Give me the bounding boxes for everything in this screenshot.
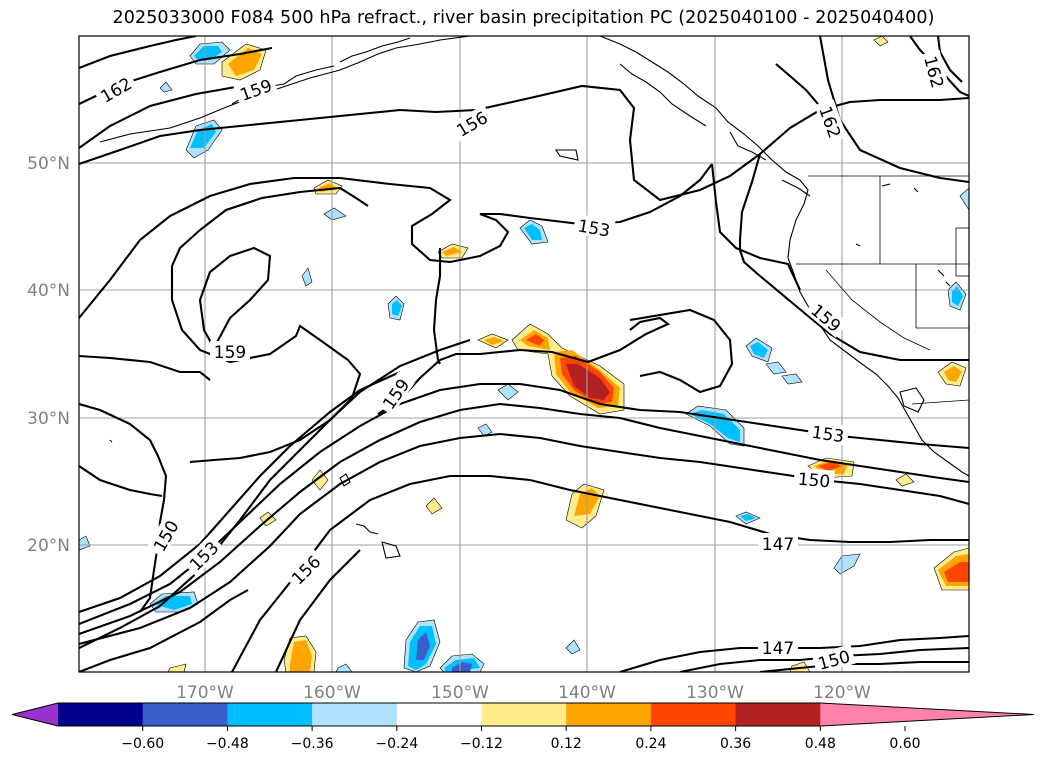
colorbar-extend-left bbox=[12, 703, 58, 726]
lon-label: 150°W bbox=[431, 683, 489, 703]
colorbar-tick-label: −0.36 bbox=[291, 736, 334, 752]
contour-labels: 162 159 156 153 159 159 159 162 162 153 … bbox=[93, 49, 950, 672]
colorbar-tick-label: 0.36 bbox=[720, 736, 751, 752]
colorbar-tick-label: −0.24 bbox=[375, 736, 418, 752]
state-borders bbox=[796, 175, 969, 405]
colorbar-tick-label: −0.60 bbox=[121, 736, 164, 752]
colorbar-extend-right bbox=[820, 703, 1034, 726]
map-frame bbox=[78, 35, 970, 673]
lon-label: 160°W bbox=[303, 683, 361, 703]
contour-label-153: 153 bbox=[810, 423, 845, 447]
lat-label: 20°N bbox=[27, 536, 70, 556]
lon-label: 120°W bbox=[813, 683, 871, 703]
colorbar-segment bbox=[142, 703, 228, 726]
colorbar-tick-label: 0.24 bbox=[635, 736, 666, 752]
lat-label: 40°N bbox=[27, 281, 70, 301]
colorbar-tick-label: 0.12 bbox=[551, 736, 582, 752]
colorbar: −0.60 −0.48 −0.36 −0.24 −0.12 0.12 0.24 0.36 0.4… bbox=[11, 702, 1035, 752]
contour-label-150: 150 bbox=[797, 470, 831, 493]
lon-label: 140°W bbox=[558, 683, 616, 703]
contour-label-159: 159 bbox=[214, 343, 246, 363]
colorbar-segment bbox=[396, 703, 482, 726]
gridlines bbox=[79, 36, 969, 672]
colorbar-segment bbox=[735, 703, 821, 726]
lon-label: 170°W bbox=[176, 683, 234, 703]
colorbar-tick-label: −0.12 bbox=[460, 736, 503, 752]
colorbar-segment bbox=[566, 703, 652, 726]
colorbar-tick-label: −0.48 bbox=[206, 736, 249, 752]
colorbar-tick-label: 0.60 bbox=[889, 736, 920, 752]
contour-label-147: 147 bbox=[762, 639, 794, 659]
longitude-labels: 170°W 160°W 150°W 140°W 130°W 120°W bbox=[176, 683, 871, 703]
latitude-labels: 50°N 40°N 30°N 20°N bbox=[27, 154, 70, 556]
colorbar-segment bbox=[58, 703, 144, 726]
colorbar-outline bbox=[11, 702, 1035, 727]
colorbar-segment bbox=[481, 703, 567, 726]
contour-label-147: 147 bbox=[762, 535, 794, 555]
lat-label: 50°N bbox=[27, 154, 70, 174]
colorbar-segment bbox=[227, 703, 313, 726]
colorbar-segment bbox=[312, 703, 398, 726]
colorbar-segment bbox=[650, 703, 737, 726]
lon-label: 130°W bbox=[686, 683, 744, 703]
colorbar-tick-label: 0.48 bbox=[805, 736, 836, 752]
lat-label: 30°N bbox=[27, 409, 70, 429]
map-title: 2025033000 F084 500 hPa refract., river … bbox=[112, 8, 935, 28]
